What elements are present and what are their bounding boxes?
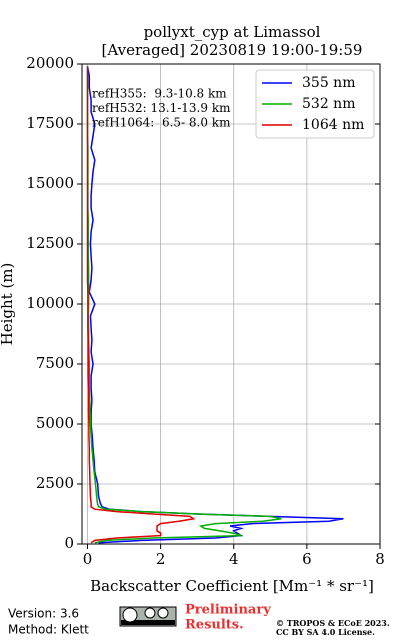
legend-label: 532 nm bbox=[302, 96, 355, 112]
y-axis-label: Height (m) bbox=[0, 263, 16, 346]
chart-subtitle: [Averaged] 20230819 19:00-19:59 bbox=[102, 41, 363, 59]
y-tick-label: 5000 bbox=[36, 414, 74, 432]
legend-label: 1064 nm bbox=[302, 117, 364, 133]
y-tick-label: 20000 bbox=[26, 54, 74, 72]
method: Method: Klett bbox=[8, 623, 89, 637]
cc-logo bbox=[119, 606, 177, 627]
copyright: CC BY SA 4.0 License. bbox=[276, 627, 375, 637]
y-tick-label: 10000 bbox=[26, 294, 74, 312]
annotation: refH1064: 6.5- 8.0 km bbox=[92, 116, 231, 130]
stamp: Preliminary bbox=[185, 603, 271, 618]
plot-frame bbox=[81, 63, 381, 545]
x-tick-label: 8 bbox=[375, 550, 385, 568]
copyright: © TROPOS & ECoE 2023. bbox=[276, 618, 390, 628]
legend-label: 355 nm bbox=[302, 75, 355, 91]
version: Version: 3.6 bbox=[8, 607, 79, 621]
stamp: Results. bbox=[185, 618, 244, 633]
y-tick-label: 0 bbox=[64, 534, 74, 552]
x-tick-label: 6 bbox=[302, 550, 312, 568]
y-tick-label: 2500 bbox=[36, 474, 74, 492]
chart-title: pollyxt_cyp at Limassol bbox=[144, 23, 321, 41]
y-tick-label: 15000 bbox=[26, 174, 74, 192]
y-tick-label: 17500 bbox=[26, 114, 74, 132]
profile-line bbox=[86, 66, 196, 544]
x-tick-label: 2 bbox=[156, 550, 166, 568]
profile-line bbox=[86, 66, 344, 544]
profile-line bbox=[86, 66, 282, 544]
x-axis-label: Backscatter Coefficient [Mm⁻¹ * sr⁻¹] bbox=[90, 577, 374, 595]
annotation: refH355: 9.3-10.8 km bbox=[92, 87, 227, 101]
x-tick-label: 4 bbox=[229, 550, 239, 568]
x-tick-label: 0 bbox=[83, 550, 93, 568]
legend-box bbox=[255, 69, 375, 139]
y-tick-label: 7500 bbox=[36, 354, 74, 372]
annotation: refH532: 13.1-13.9 km bbox=[92, 101, 231, 115]
y-tick-label: 12500 bbox=[26, 234, 74, 252]
